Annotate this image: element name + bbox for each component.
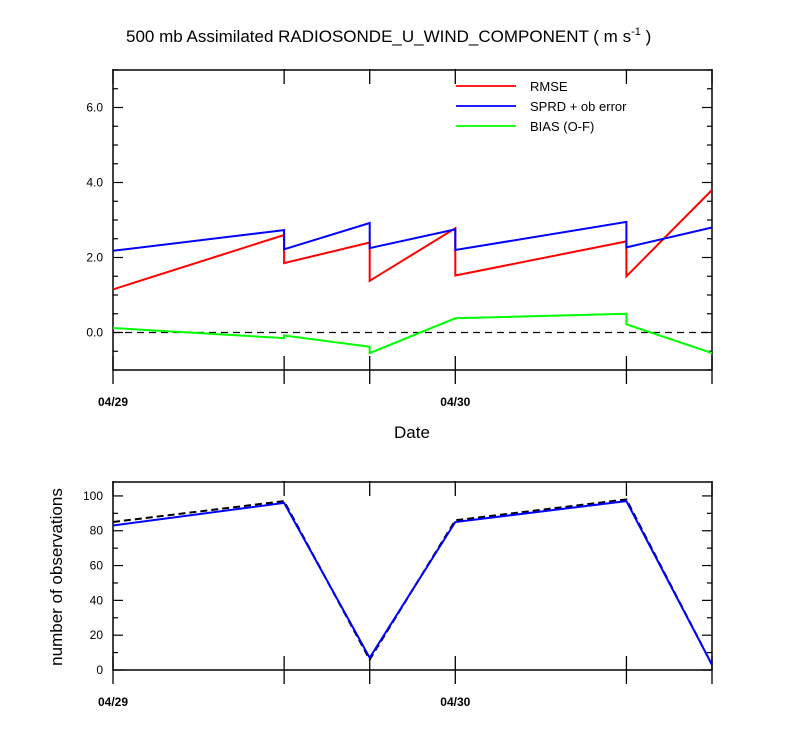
bottom-x-date-label: 04/30: [440, 695, 470, 709]
legend-label-bias: BIAS (O-F): [530, 119, 594, 134]
chart-title-main: 500 mb Assimilated RADIOSONDE_U_WIND_COM…: [126, 27, 631, 46]
top-series-line-sprd-ob-error: [112, 220, 713, 252]
bottom-series-line-observations: [112, 500, 713, 666]
legend-label-rmse: RMSE: [530, 79, 568, 94]
bottom-y-tick-label: 0: [96, 663, 103, 677]
top-x-axis-label: Date: [394, 423, 430, 442]
legend-label-sprd: SPRD + ob error: [530, 99, 627, 114]
bottom-plot-frame: [112, 481, 713, 671]
chart-title-sup: -1: [631, 26, 641, 38]
bottom-y-tick-label: 60: [90, 559, 104, 573]
top-y-tick-label: 0.0: [86, 326, 103, 340]
bottom-y-axis-label: number of observations: [47, 488, 66, 666]
top-y-tick-label: 6.0: [86, 101, 103, 115]
top-x-date-label: 04/29: [98, 395, 128, 409]
top-y-tick-label: 4.0: [86, 176, 103, 190]
top-plot-frame: [112, 69, 713, 371]
bottom-y-tick-label: 100: [83, 489, 103, 503]
bottom-panel: 0 20 40 60 80 100 04/29 04/30 number of observ…: [47, 481, 713, 709]
legend-item-rmse: RMSE: [456, 79, 568, 94]
top-y-ticks: 0.0 2.0 4.0 6.0: [86, 69, 712, 371]
top-x-date-label: 04/30: [440, 395, 470, 409]
bottom-y-ticks: 0 20 40 60 80 100: [83, 489, 712, 677]
chart-title: 500 mb Assimilated RADIOSONDE_U_WIND_COM…: [126, 26, 651, 46]
top-series: [112, 189, 713, 355]
chart-title-end: ): [641, 27, 651, 46]
bottom-series-line-observations-dashed: [112, 498, 713, 666]
bottom-series: [112, 498, 713, 666]
bottom-y-tick-label: 80: [90, 524, 104, 538]
legend-item-bias: BIAS (O-F): [456, 119, 594, 134]
top-series-line-bias-o-f: [112, 312, 713, 355]
top-x-ticks: 04/29 04/30: [98, 69, 713, 409]
bottom-y-tick-label: 20: [90, 628, 104, 642]
top-y-tick-label: 2.0: [86, 251, 103, 265]
legend: RMSE SPRD + ob error BIAS (O-F): [456, 79, 627, 134]
top-panel: 0.0 2.0 4.0 6.0 04/29 04/30 Date RMSE SPRD +…: [86, 69, 713, 442]
bottom-x-date-label: 04/29: [98, 695, 128, 709]
bottom-y-tick-label: 40: [90, 593, 104, 607]
legend-item-sprd: SPRD + ob error: [456, 99, 627, 114]
